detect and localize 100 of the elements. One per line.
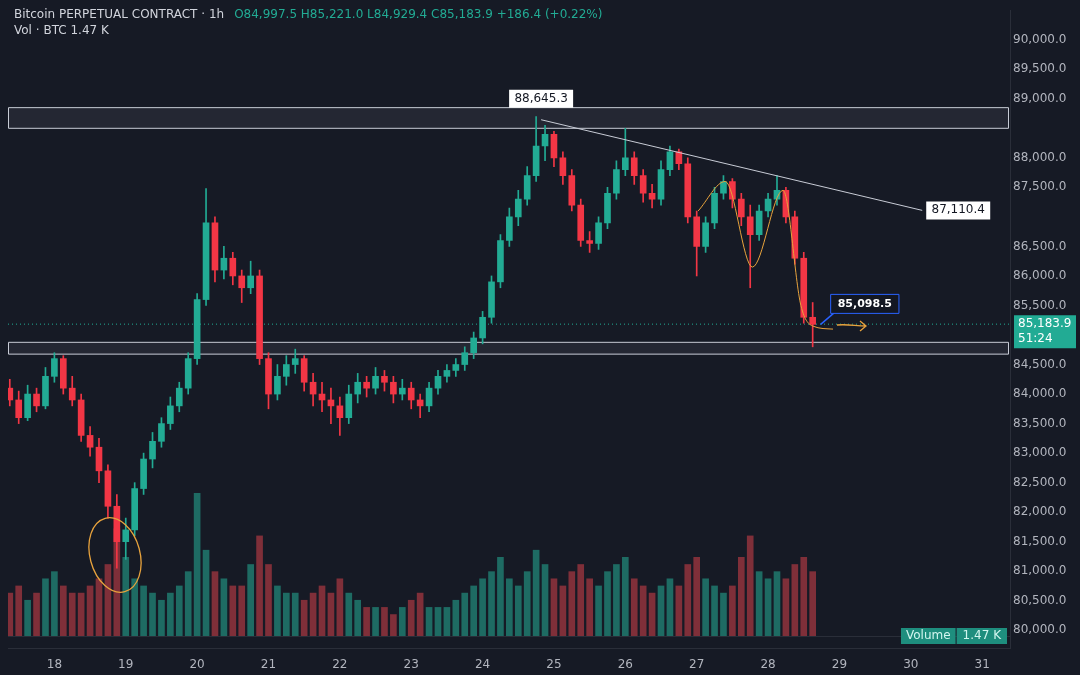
- bar: [514, 585, 522, 636]
- text: 51:24: [1018, 331, 1053, 346]
- bar: [8, 592, 14, 636]
- y-tick-label: 83,000.0: [1013, 445, 1067, 460]
- bar: [648, 592, 656, 636]
- bar: [24, 599, 31, 636]
- ref-line-label: 85,183.9: [1018, 316, 1072, 331]
- bar: [622, 557, 629, 636]
- bar: [327, 592, 335, 636]
- bar: [729, 585, 736, 636]
- bar: [693, 557, 701, 636]
- bar: [345, 592, 353, 636]
- y-tick-label: 90,000.0: [1013, 31, 1067, 46]
- y-tick-label: 84,500.0: [1013, 356, 1067, 371]
- candlestick: [746, 204, 754, 289]
- chart-title: Bitcoin PERPETUAL CONTRACT · 1h: [14, 7, 225, 22]
- bar: [211, 571, 219, 636]
- bar: [532, 549, 540, 636]
- y-tick-label: 84,000.0: [1013, 386, 1067, 401]
- bar: [506, 578, 513, 636]
- bar: [140, 585, 147, 636]
- bar: [158, 599, 165, 636]
- bar: [202, 549, 210, 636]
- bar: [630, 578, 638, 636]
- y-tick-label: 87,500.0: [1013, 179, 1067, 194]
- bar: [398, 607, 406, 636]
- bar: [363, 607, 370, 636]
- y-tick-label: 86,000.0: [1013, 268, 1067, 283]
- bar: [497, 557, 504, 636]
- x-tick-label: 18: [46, 657, 63, 672]
- bar: [416, 592, 424, 636]
- bar: [577, 564, 585, 636]
- bar: [595, 585, 602, 636]
- y-tick-label: 80,000.0: [1013, 622, 1067, 637]
- bar: [220, 578, 228, 636]
- bar: [782, 578, 790, 636]
- bar: [434, 607, 442, 636]
- bar: [452, 599, 460, 636]
- bar: [586, 578, 593, 636]
- data-label: 88,645.3: [514, 90, 568, 105]
- bar: [488, 571, 495, 636]
- bar: [479, 578, 486, 636]
- x-tick-label: 26: [617, 657, 633, 672]
- y-tick-label: 81,500.0: [1013, 533, 1067, 548]
- bar: [755, 571, 763, 636]
- annotation: Vol · BTC 1.47 K: [14, 23, 110, 38]
- x-tick-label: 20: [189, 657, 205, 672]
- y-tick-label: 80,500.0: [1013, 592, 1067, 607]
- bar: [381, 607, 388, 636]
- y-tick-label: 89,000.0: [1013, 90, 1067, 105]
- bar: [184, 571, 192, 636]
- bar: [193, 493, 201, 636]
- bar: [791, 564, 799, 636]
- bar: [238, 585, 246, 636]
- annotation: 85,098.5: [837, 297, 892, 311]
- bar: [77, 592, 85, 636]
- bar: [764, 578, 772, 636]
- bar: [59, 585, 67, 636]
- bar: [149, 592, 156, 636]
- bar: [684, 564, 692, 636]
- x-tick-label: 30: [903, 657, 919, 672]
- line-series: [697, 180, 834, 330]
- text: Volume: [905, 628, 951, 643]
- bar: [15, 585, 23, 636]
- x-tick-label: 27: [689, 657, 705, 672]
- bar: [604, 571, 611, 636]
- bar: [274, 585, 281, 636]
- bar: [613, 564, 620, 636]
- bar: [68, 592, 76, 636]
- bar: [33, 592, 40, 636]
- bar: [737, 557, 745, 636]
- bar: [167, 592, 174, 636]
- bar: [702, 578, 709, 636]
- bar: [666, 578, 674, 636]
- bar: [300, 599, 308, 636]
- bar: [122, 557, 130, 636]
- annotation: 1.47 K: [962, 628, 1003, 643]
- bar: [720, 592, 727, 636]
- bar: [309, 592, 317, 636]
- chart-subtitle: O84,997.5 H85,221.0 L84,929.4 C85,183.9 +186.4 (+0.22%): [234, 7, 603, 22]
- bar: [390, 614, 397, 636]
- y-tick-label: 82,500.0: [1013, 474, 1067, 489]
- bar: [461, 592, 469, 636]
- bar: [550, 578, 558, 636]
- data-label: 87,110.4: [931, 202, 985, 217]
- bar: [247, 564, 254, 636]
- bar: [131, 578, 139, 636]
- bar: [541, 564, 549, 636]
- bar: [229, 585, 237, 636]
- bar: [407, 599, 415, 636]
- bar: [746, 535, 754, 636]
- y-tick-label: 82,000.0: [1013, 504, 1067, 519]
- bar: [175, 585, 183, 636]
- bar: [800, 557, 808, 636]
- bar: [291, 592, 299, 636]
- x-tick-label: 24: [474, 657, 491, 672]
- bar: [711, 585, 718, 636]
- bar: [809, 571, 816, 636]
- bar: [443, 607, 451, 636]
- y-tick-label: 88,000.0: [1013, 149, 1067, 164]
